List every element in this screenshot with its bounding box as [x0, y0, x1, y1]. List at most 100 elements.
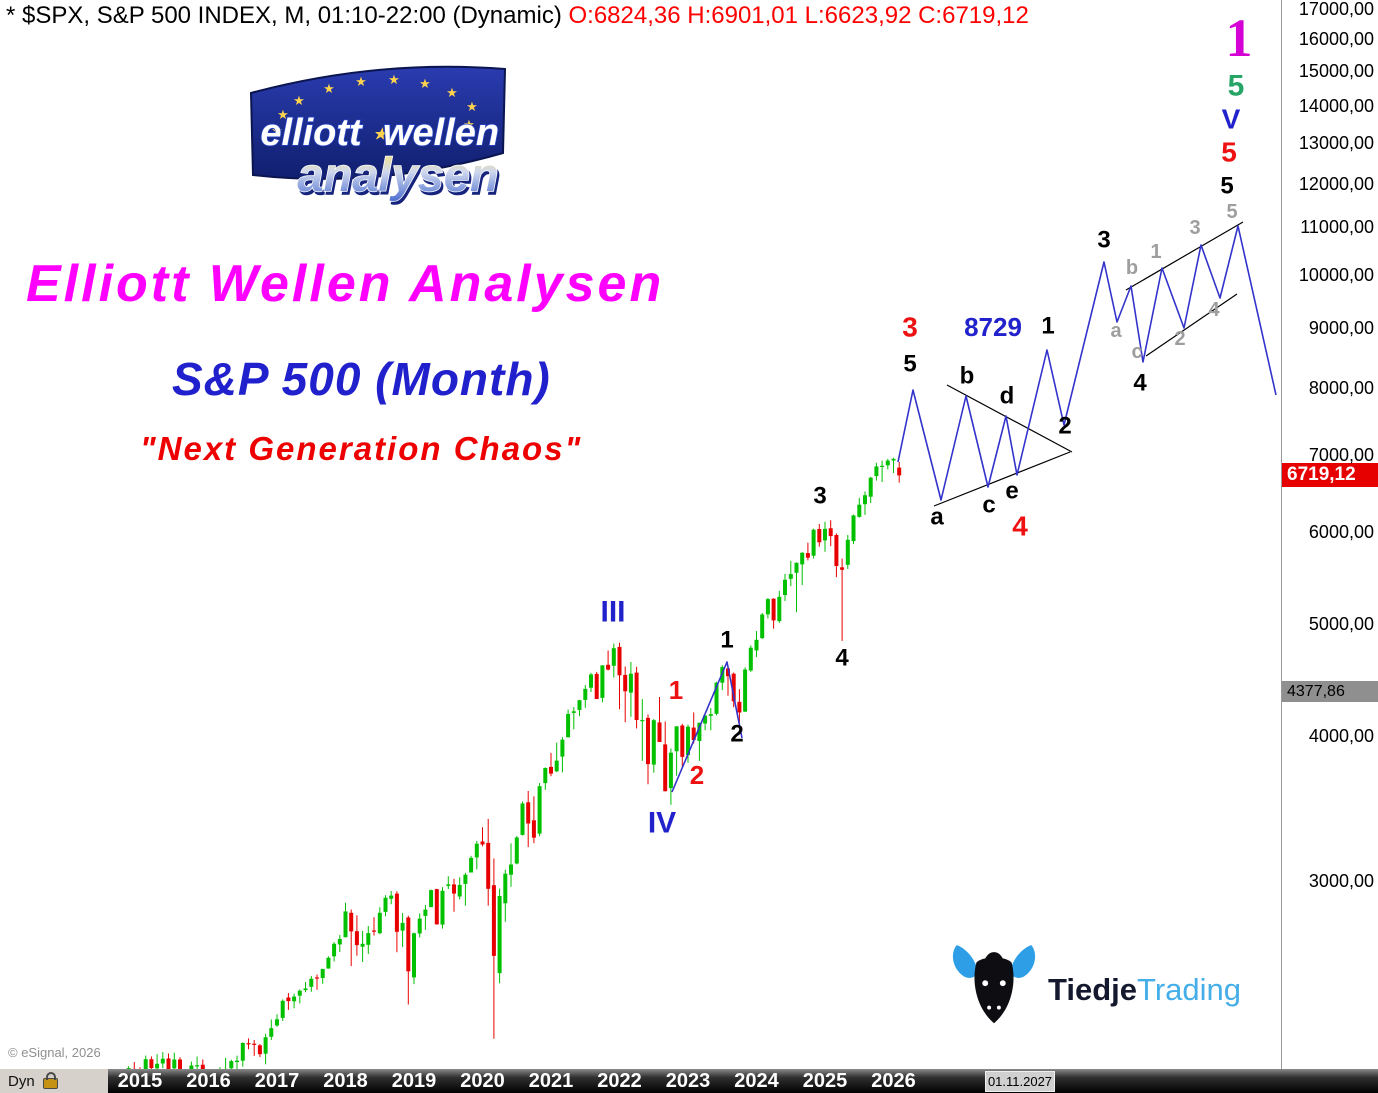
- page-title: Elliott Wellen Analysen: [26, 255, 665, 313]
- wave-label: 2: [1174, 328, 1185, 350]
- time-axis[interactable]: 01.11.2027 2015 2016 2017 2018 2019 2020 2021 2…: [108, 1069, 1378, 1093]
- star-icon: ★: [388, 72, 400, 87]
- wave-label: 8729: [964, 312, 1022, 342]
- wave-label: 3: [1189, 217, 1200, 239]
- price-tick: 11000,00: [1300, 217, 1374, 238]
- tiedjetrading-watermark: TiedjeTrading: [950, 942, 1241, 1037]
- wave-label: 3: [902, 312, 918, 343]
- star-icon: ★: [419, 76, 431, 91]
- elliott-projection-lines: [671, 225, 1277, 793]
- wave-label: 5: [1226, 201, 1237, 223]
- wave-label: 4: [835, 645, 849, 672]
- symbol-info: * $SPX, S&P 500 INDEX, M, 01:10-22:00 (D…: [6, 2, 562, 29]
- wave-label: a: [930, 504, 944, 531]
- star-icon: ★: [271, 123, 283, 138]
- price-tick: 14000,00: [1298, 96, 1374, 117]
- wave-label: 5: [903, 351, 916, 378]
- ohlc-values: O:6824,36 H:6901,01 L:6623,92 C:6719,12: [568, 2, 1029, 29]
- price-tick: 5000,00: [1308, 614, 1374, 635]
- wave-label: 3: [813, 483, 826, 510]
- year-tick: 2023: [665, 1070, 711, 1092]
- wave-label: 5: [1228, 70, 1245, 103]
- price-tick: 16000,00: [1298, 28, 1374, 49]
- wave-label: 2: [690, 760, 704, 790]
- price-tick: 9000,00: [1308, 318, 1374, 339]
- wave-label: 3: [1097, 227, 1110, 254]
- wave-label: 5: [1221, 137, 1237, 168]
- wave-label: IV: [648, 807, 676, 840]
- wave-label: 1: [1150, 241, 1161, 263]
- star-icon: ★: [466, 99, 478, 114]
- year-tick: 2022: [597, 1070, 642, 1092]
- eu-flag-icon: [249, 65, 507, 180]
- price-tick: 7000,00: [1308, 444, 1374, 465]
- year-tick: 2017: [254, 1070, 300, 1092]
- logo-word-wellen: wellen: [383, 112, 499, 154]
- star-icon: ★: [373, 126, 389, 143]
- watermark-name2: Trading: [1137, 971, 1241, 1007]
- candlestick-series: [105, 457, 902, 1093]
- watermark-name: Tiedje: [1048, 971, 1138, 1007]
- date-marker-box: 01.11.2027: [985, 1071, 1055, 1092]
- wave-label: 4: [1012, 511, 1028, 542]
- lock-icon: [42, 1072, 58, 1089]
- year-tick: 2016: [186, 1070, 231, 1092]
- price-tick: 6000,00: [1308, 522, 1374, 543]
- year-tick: 2025: [802, 1070, 848, 1092]
- ewa-logo: ★ ★ ★ ★ ★ ★ ★ ★ ★ ★ elliott ★ wellen ana…: [249, 65, 507, 202]
- price-tick: 8000,00: [1308, 377, 1374, 398]
- wave-label: 2: [730, 721, 743, 748]
- star-icon: ★: [463, 117, 475, 132]
- wave-label: 1: [1226, 8, 1253, 68]
- price-tick: 10000,00: [1298, 265, 1374, 286]
- chart-title-bar: * $SPX, S&P 500 INDEX, M, 01:10-22:00 (D…: [6, 2, 1029, 30]
- logo-word-elliott: elliott: [260, 112, 363, 154]
- wave-label: 4: [1133, 370, 1147, 397]
- wave-label: b: [960, 363, 975, 390]
- wave-label: c: [982, 492, 995, 519]
- year-tick: 2020: [460, 1070, 505, 1092]
- dyn-lock-control[interactable]: Dyn: [0, 1069, 108, 1093]
- wave-label: e: [1005, 478, 1018, 505]
- wave-label: III: [600, 596, 625, 629]
- year-tick: 2015: [117, 1070, 163, 1092]
- esignal-copyright: © eSignal, 2026: [8, 1045, 101, 1060]
- bull-icon: [952, 945, 1036, 1024]
- trendlines: [933, 221, 1244, 507]
- logo-word-analysen: analysen: [297, 148, 498, 201]
- star-icon: ★: [293, 93, 305, 108]
- year-tick: 2021: [528, 1070, 574, 1092]
- chart-quote: "Next Generation Chaos": [140, 430, 583, 467]
- price-tick: 17000,00: [1298, 0, 1374, 19]
- star-icon: ★: [323, 81, 335, 96]
- price-axis[interactable]: 6719,12 4377,86 17000,00 16000,00 15000,00…: [1281, 0, 1378, 1069]
- wave-label: a: [1110, 320, 1122, 342]
- price-tick: 4000,00: [1308, 726, 1374, 747]
- year-tick: 2018: [323, 1070, 368, 1092]
- wave-label: 1: [669, 675, 683, 705]
- wave-label: 4: [1208, 299, 1220, 321]
- wave-label: 5: [1220, 173, 1233, 200]
- wave-label: 1: [1041, 313, 1054, 340]
- price-tick: 12000,00: [1298, 173, 1374, 194]
- wave-label: 2: [1058, 413, 1071, 440]
- last-price-marker: 6719,12: [1282, 463, 1378, 488]
- wave-label: c: [1131, 341, 1142, 363]
- wave-label: d: [1000, 383, 1015, 410]
- wave-label: b: [1126, 257, 1138, 279]
- wave-label: 1: [720, 627, 733, 654]
- wave-label: V: [1222, 104, 1241, 135]
- year-tick: 2024: [734, 1070, 779, 1092]
- price-tick: 3000,00: [1308, 871, 1374, 891]
- chart-subtitle: S&P 500 (Month): [172, 353, 551, 405]
- year-tick: 2019: [391, 1070, 437, 1092]
- star-icon: ★: [446, 85, 458, 100]
- star-icon: ★: [277, 107, 289, 122]
- dyn-label: Dyn: [8, 1072, 35, 1090]
- price-tick: 15000,00: [1298, 61, 1374, 82]
- price-tick: 13000,00: [1298, 133, 1374, 154]
- price-level-marker: 4377,86: [1282, 680, 1378, 702]
- star-icon: ★: [355, 74, 367, 89]
